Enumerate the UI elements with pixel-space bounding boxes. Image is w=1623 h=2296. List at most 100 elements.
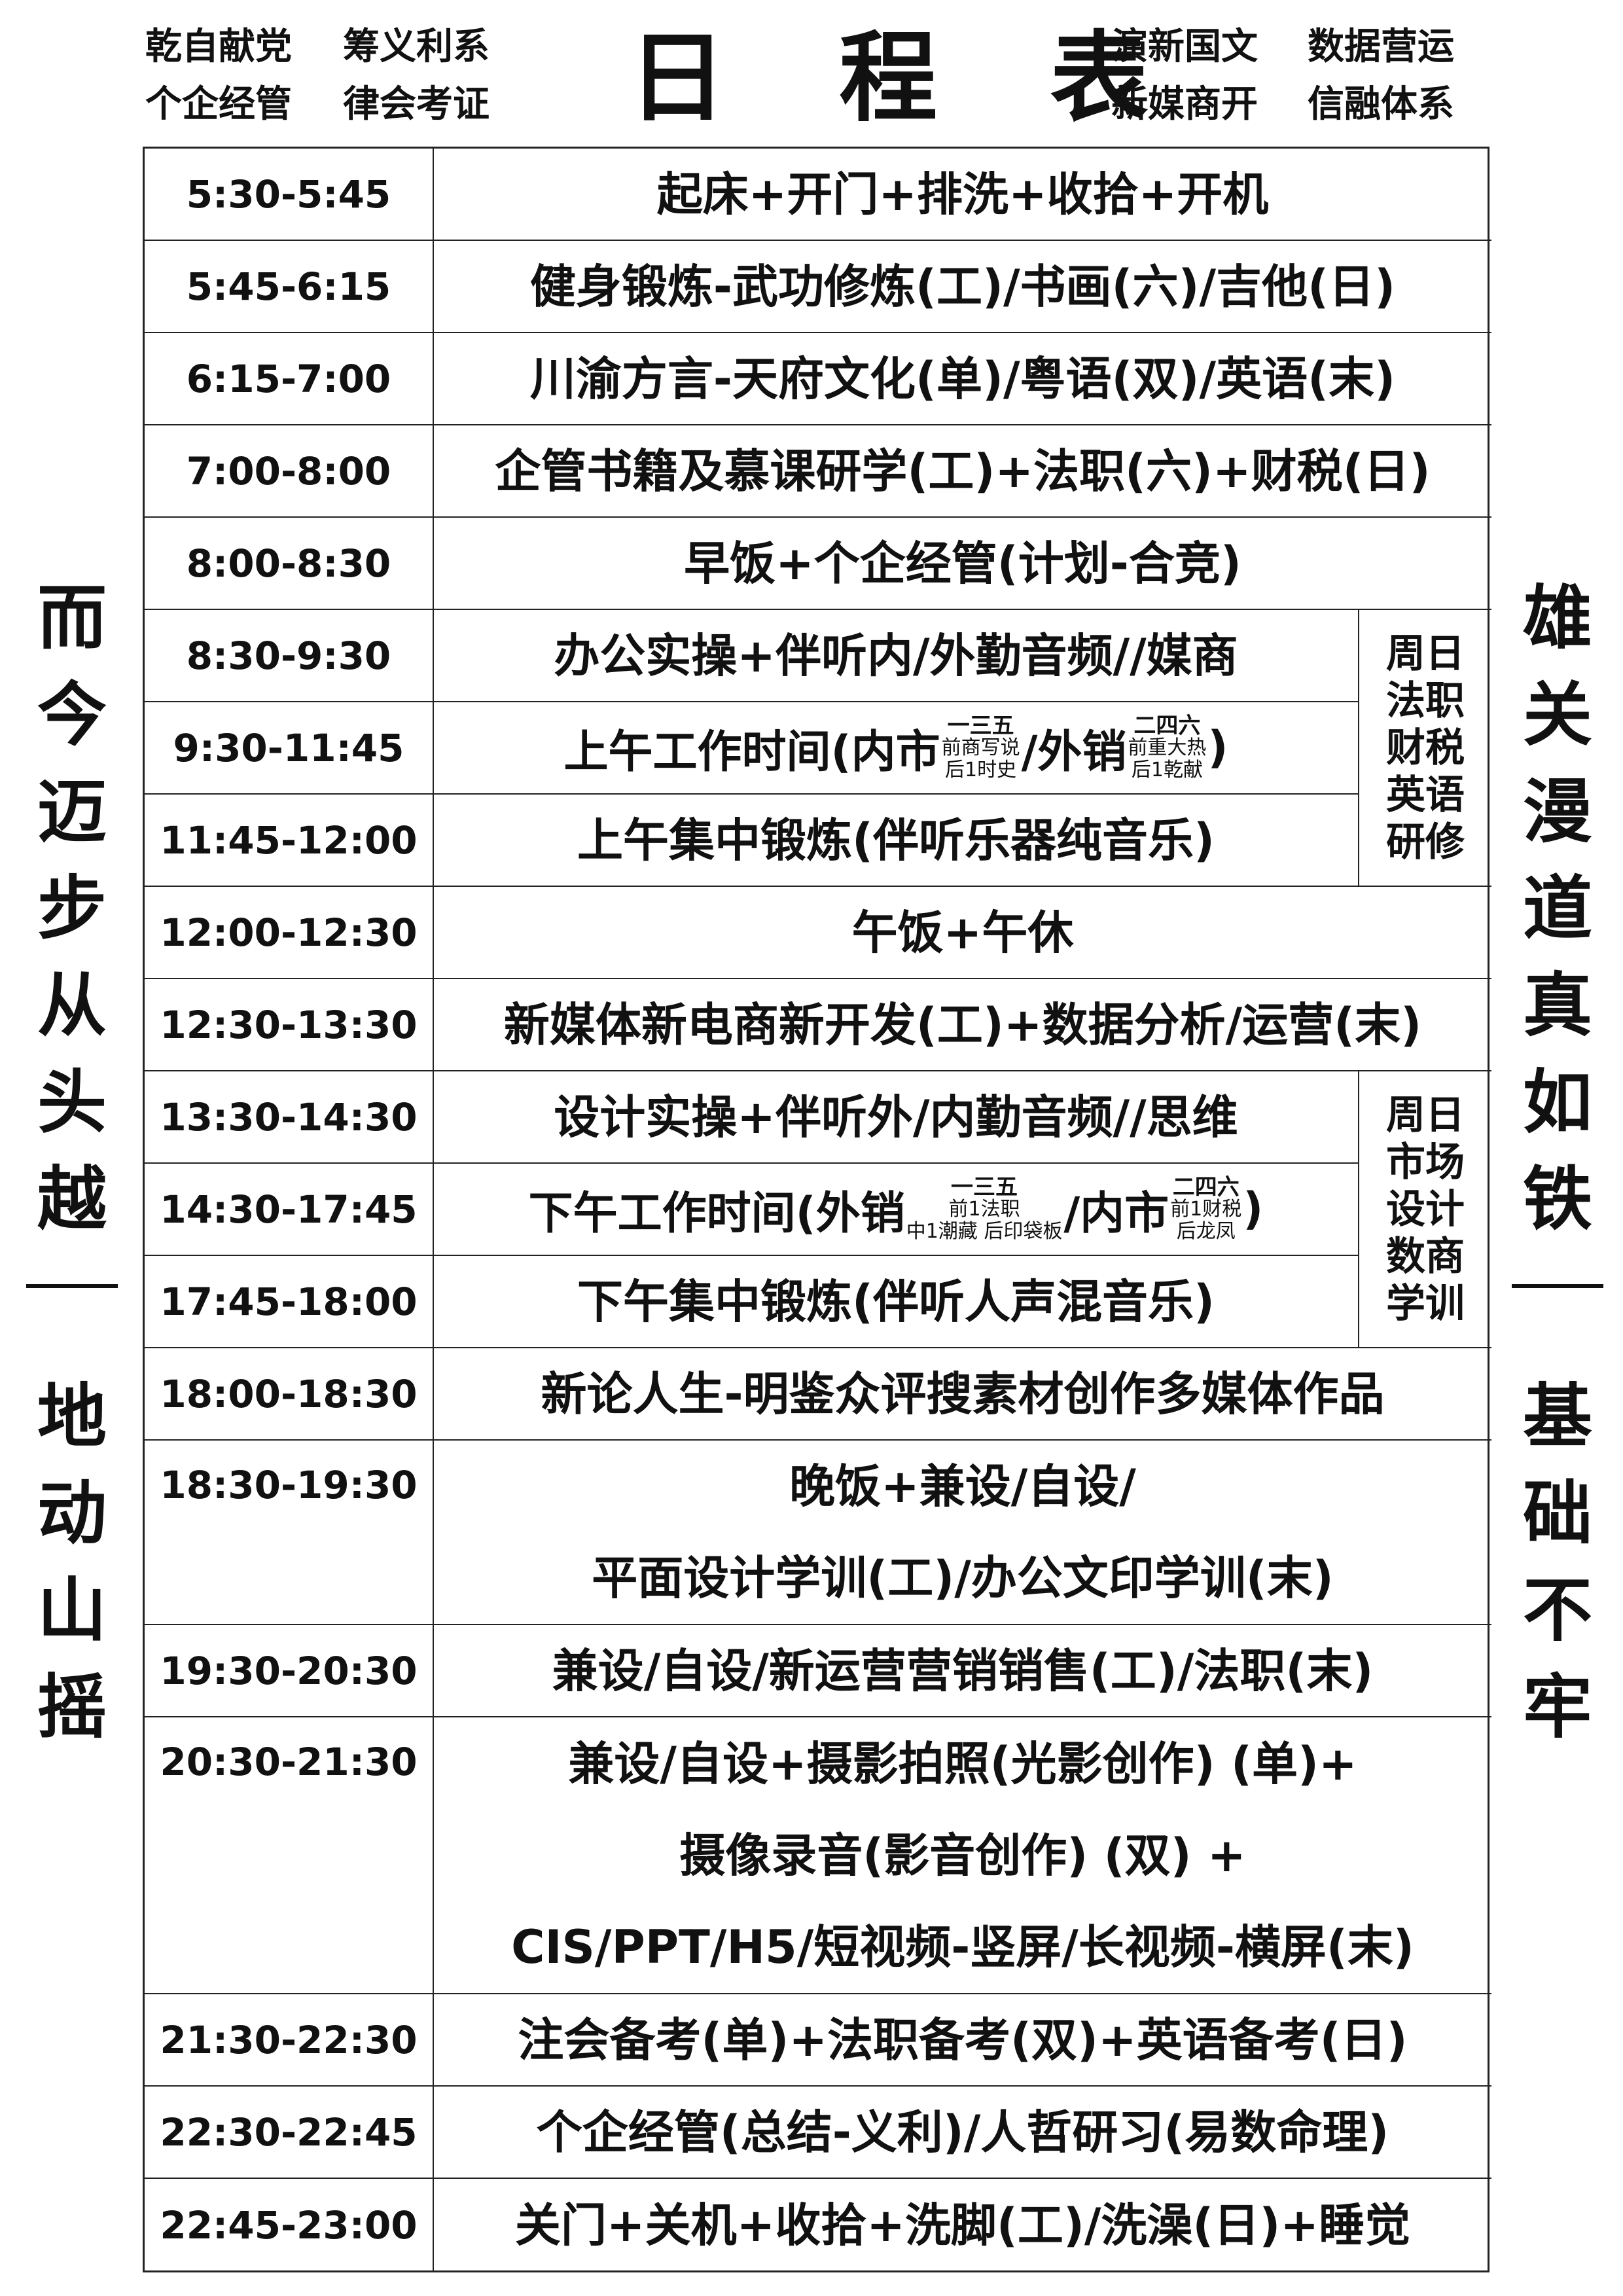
activity-cell: 兼设/自设/新运营营销销售(工)/法职(末) — [434, 1625, 1491, 1717]
activity-cell: 注会备考(单)+法职备考(双)+英语备考(日) — [434, 1994, 1491, 2087]
motto-char: 今 — [37, 673, 107, 755]
time-cell: 18:30-19:30 — [145, 1441, 434, 1625]
time-cell: 18:00-18:30 — [145, 1348, 434, 1441]
note-line: 周日 — [1386, 630, 1465, 677]
activity-line: 晚饭+兼设/自设/ — [789, 1460, 1136, 1513]
motto-char: 道 — [1523, 867, 1592, 949]
subnote-line: 中1潮藏 后印袋板 — [906, 1219, 1063, 1243]
note-line: 设计 — [1386, 1186, 1465, 1232]
time-cell: 5:45-6:15 — [145, 241, 434, 333]
right-motto-upper: 雄 关 漫 道 真 如 铁 — [1505, 569, 1610, 1247]
activity-cell: 上午集中锻炼(伴听乐器纯音乐) — [434, 795, 1359, 887]
weekday-subnote: 二四六 前重大热 后1乾献 — [1128, 715, 1206, 781]
activity-cell: 新媒体新电商新开发(工)+数据分析/运营(末) — [434, 979, 1491, 1071]
note-line: 财税 — [1386, 725, 1465, 771]
sunday-afternoon-note: 周日 市场 设计 数商 学训 — [1359, 1071, 1491, 1348]
header-slogan-left-4: 律会考证 — [343, 83, 490, 126]
activity-text: /内市 — [1063, 1188, 1169, 1240]
right-motto-lower: 基 础 不 牢 — [1505, 1368, 1610, 1755]
motto-char: 而 — [37, 577, 107, 658]
activity-text: 下午工作时间(外销 — [528, 1188, 905, 1240]
page-title: 日 程 表 — [628, 22, 1188, 135]
activity-cell: 下午集中锻炼(伴听人声混音乐) — [434, 1256, 1359, 1348]
time-cell: 22:30-22:45 — [145, 2087, 434, 2179]
subnote-days: 一三五 — [947, 712, 1014, 739]
note-line: 市场 — [1386, 1139, 1465, 1185]
right-motto-divider — [1512, 1284, 1603, 1288]
time-cell: 17:45-18:00 — [145, 1256, 434, 1348]
motto-char: 铁 — [1523, 1158, 1592, 1240]
left-motto-divider — [26, 1284, 118, 1288]
time-cell: 22:45-23:00 — [145, 2179, 434, 2272]
activity-text: 上午工作时间(内市 — [563, 726, 940, 778]
header-slogan-left-3: 个企经管 — [145, 83, 292, 126]
activity-cell: 川渝方言-天府文化(单)/粤语(双)/英语(末) — [434, 333, 1491, 425]
header-slogan-right-4: 信融体系 — [1308, 83, 1454, 126]
motto-char: 如 — [1523, 1061, 1592, 1143]
activity-cell: 企管书籍及慕课研学(工)+法职(六)+财税(日) — [434, 425, 1491, 518]
activity-line: CIS/PPT/H5/短视频-竖屏/长视频-横屏(末) — [511, 1920, 1414, 1974]
motto-char: 雄 — [1523, 577, 1592, 658]
time-cell: 7:00-8:00 — [145, 425, 434, 518]
activity-cell: 上午工作时间(内市 一三五 前商写说 后1时史 /外销 二四六 前重大热 后1乾… — [434, 702, 1359, 795]
activity-cell: 下午工作时间(外销 一三五 前1法职 中1潮藏 后印袋板 /内市 二四六 前1财… — [434, 1164, 1359, 1256]
activity-text: ) — [1207, 722, 1228, 774]
motto-char: 山 — [37, 1569, 107, 1651]
subnote-line: 前重大热 — [1128, 736, 1207, 759]
activity-cell: 个企经管(总结-义利)/人哲研习(易数命理) — [434, 2087, 1491, 2179]
activity-cell: 晚饭+兼设/自设/ 平面设计学训(工)/办公文印学训(末) — [434, 1441, 1491, 1625]
weekday-subnote: 一三五 前商写说 后1时史 — [942, 715, 1020, 781]
subnote-line: 后龙凤 — [1176, 1219, 1236, 1243]
note-line: 学训 — [1386, 1280, 1465, 1327]
left-motto-upper: 而 今 迈 步 从 头 越 — [20, 569, 124, 1247]
subnote-days: 二四六 — [1133, 712, 1201, 739]
time-cell: 6:15-7:00 — [145, 333, 434, 425]
activity-text: ) — [1243, 1183, 1264, 1235]
subnote-days: 二四六 — [1172, 1174, 1240, 1200]
time-cell: 21:30-22:30 — [145, 1994, 434, 2087]
activity-cell: 设计实操+伴听外/内勤音频//思维 — [434, 1071, 1359, 1164]
time-cell: 13:30-14:30 — [145, 1071, 434, 1164]
motto-char: 摇 — [37, 1666, 107, 1748]
motto-char: 步 — [37, 867, 107, 949]
header-slogan-right-3: 新媒商开 — [1111, 83, 1258, 126]
time-cell: 8:30-9:30 — [145, 610, 434, 702]
activity-cell: 办公实操+伴听内/外勤音频//媒商 — [434, 610, 1359, 702]
note-line: 英语 — [1386, 772, 1465, 818]
time-cell: 11:45-12:00 — [145, 795, 434, 887]
header-slogan-left-1: 乾自献党 — [145, 26, 292, 68]
motto-char: 从 — [37, 964, 107, 1046]
activity-cell: 午饭+午休 — [434, 887, 1491, 979]
note-line: 数商 — [1386, 1233, 1465, 1280]
motto-char: 地 — [37, 1375, 107, 1457]
motto-char: 越 — [37, 1158, 107, 1240]
header-slogan-right-2: 数据营运 — [1308, 26, 1454, 68]
subnote-days: 一三五 — [951, 1174, 1018, 1200]
time-cell: 12:00-12:30 — [145, 887, 434, 979]
sunday-morning-note: 周日 法职 财税 英语 研修 — [1359, 610, 1491, 887]
subnote-line: 后1乾献 — [1131, 758, 1203, 781]
header-slogan-left-2: 筹义利系 — [343, 26, 490, 68]
motto-char: 关 — [1523, 673, 1592, 755]
motto-char: 真 — [1523, 964, 1592, 1046]
motto-char: 不 — [1523, 1569, 1592, 1651]
header-slogan-right-1: 演新国文 — [1111, 26, 1258, 68]
activity-cell: 兼设/自设+摄影拍照(光影创作) (单)+ 摄像录音(影音创作) (双) + C… — [434, 1717, 1491, 1994]
activity-cell: 新论人生-明鉴众评搜素材创作多媒体作品 — [434, 1348, 1491, 1441]
subnote-line: 前1法职 — [948, 1197, 1020, 1221]
subnote-line: 前1财税 — [1170, 1197, 1242, 1221]
note-line: 研修 — [1386, 819, 1465, 865]
motto-char: 础 — [1523, 1472, 1592, 1554]
motto-char: 牢 — [1523, 1666, 1592, 1748]
activity-cell: 关门+关机+收拾+洗脚(工)/洗澡(日)+睡觉 — [514, 2198, 1411, 2252]
motto-char: 基 — [1523, 1375, 1592, 1457]
activity-line: 兼设/自设+摄影拍照(光影创作) (单)+ — [568, 1736, 1357, 1791]
time-cell: 12:30-13:30 — [145, 979, 434, 1071]
activity-line: 平面设计学训(工)/办公文印学训(末) — [592, 1551, 1334, 1605]
schedule-table: 5:30-5:45 起床+开门+排洗+收拾+开机 5:45-6:15 健身锻炼-… — [143, 147, 1491, 2272]
activity-line: 摄像录音(影音创作) (双) + — [679, 1828, 1246, 1882]
note-line: 周日 — [1386, 1092, 1465, 1138]
motto-char: 迈 — [37, 770, 107, 852]
activity-cell: 早饭+个企经管(计划-合竞) — [434, 518, 1491, 610]
activity-text: /外销 — [1021, 726, 1127, 778]
